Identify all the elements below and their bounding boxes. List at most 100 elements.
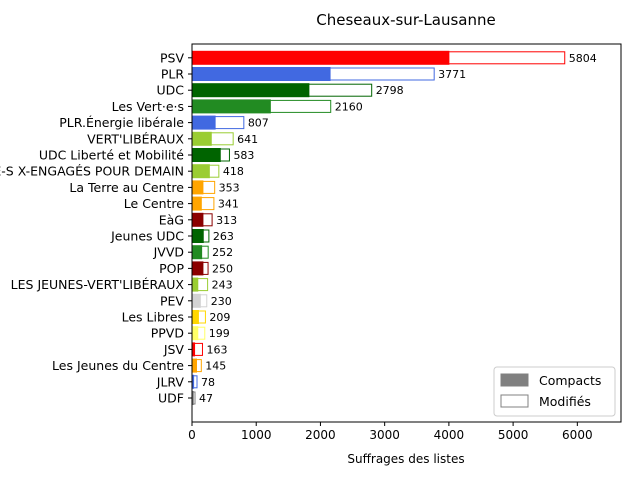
legend-swatch [500, 373, 529, 387]
bar-compacts [191, 67, 331, 81]
bar-value-label: 230 [211, 295, 232, 308]
x-axis: 0 1000 2000 3000 4000 5000 6000 [188, 422, 593, 442]
legend-label: Compacts [539, 373, 601, 388]
bar-value-label: 3771 [438, 68, 466, 81]
bar-compacts [191, 115, 216, 130]
y-tick-label: JVVD [153, 245, 184, 260]
legend-label: Modifiés [539, 394, 591, 409]
x-tick-label: 4000 [434, 428, 465, 442]
y-tick-label: UDC [156, 83, 184, 98]
bar-compacts [191, 180, 204, 195]
bars-layer [191, 50, 566, 405]
bar-modifies [197, 310, 206, 324]
legend-swatch [500, 394, 529, 408]
x-tick-label: 5000 [498, 428, 529, 442]
bar-value-label: 807 [248, 117, 269, 130]
x-tick-label: 6000 [562, 428, 593, 442]
bar-modifies [308, 83, 373, 97]
bar-modifies [192, 391, 196, 405]
bar-modifies [199, 294, 208, 308]
bar-compacts [191, 229, 204, 243]
y-tick-label: PLR.Énergie libérale [59, 115, 184, 130]
y-tick-label: JLRV [156, 374, 185, 389]
plot-frame [191, 43, 622, 423]
bar-value-label: 641 [237, 133, 258, 146]
bar-modifies [193, 375, 198, 389]
bar-value-label: 252 [212, 246, 233, 259]
bar-modifies [195, 359, 202, 373]
bar-value-label: 243 [212, 279, 233, 292]
y-tick-label: POP [159, 261, 184, 276]
x-tick-label: 2000 [305, 428, 336, 442]
bar-value-label: 47 [199, 392, 213, 405]
bar-modifies [197, 278, 209, 292]
y-tick-label: VERT'LIBÉRAUX [87, 131, 184, 146]
y-tick-label: PSV [160, 50, 184, 65]
y-tick-label: Les Libres [122, 310, 184, 325]
y-tick-label: JSV [163, 342, 185, 357]
bar-modifies [269, 99, 332, 113]
y-tick-label: UDF [158, 391, 184, 406]
value-labels-layer: 5804 3771 2798 2160 807 641 583 418 353 341 313 263… [199, 52, 597, 405]
bar-compacts [191, 277, 199, 292]
y-tick-label: Jeunes UDC [110, 229, 184, 244]
bar-value-label: 163 [206, 343, 227, 356]
bar-value-label: 209 [209, 311, 230, 324]
bar-compacts [191, 164, 210, 179]
y-tick-label: EàG [159, 212, 184, 227]
bar-compacts [191, 245, 203, 260]
bar-compacts [191, 293, 201, 308]
bar-value-label: 2160 [335, 100, 363, 113]
bar-compacts [191, 326, 199, 341]
bar-value-label: 145 [205, 360, 226, 373]
bar-modifies [202, 261, 209, 275]
legend: Compacts Modifiés [493, 366, 616, 417]
bar-modifies [201, 245, 209, 259]
bar-modifies [197, 326, 206, 340]
bar-compacts [191, 358, 197, 373]
y-tick-label: Le Centre [124, 196, 185, 211]
bar-compacts [191, 196, 202, 211]
bar-modifies [202, 180, 216, 194]
y-tick-label: PEV [160, 293, 184, 308]
y-tick-label: Les Vert·e·s [112, 99, 184, 114]
bar-compacts [191, 310, 199, 324]
y-tick-label: LES VERT-E-S X-ENGAGÉS POUR DEMAIN [0, 164, 184, 179]
y-tick-label: UDC Liberté et Mobilité [39, 148, 184, 163]
x-tick-label: 1000 [241, 428, 272, 442]
bar-value-label: 313 [216, 214, 237, 227]
bar-value-label: 418 [223, 165, 244, 178]
bar-modifies [202, 213, 213, 227]
bar-compacts [191, 148, 221, 162]
bar-compacts [191, 261, 204, 276]
bar-value-label: 583 [233, 149, 254, 162]
bar-modifies [219, 148, 230, 162]
bar-value-label: 5804 [569, 52, 597, 65]
bar-value-label: 199 [209, 327, 230, 340]
bar-compacts [191, 131, 212, 146]
bar-modifies [208, 164, 220, 178]
bar-modifies [194, 342, 203, 356]
bar-value-label: 353 [219, 181, 240, 194]
bar-modifies [210, 132, 234, 146]
bar-modifies [200, 197, 215, 211]
bar-compacts [191, 212, 204, 227]
bar-modifies [448, 51, 566, 65]
bar-value-label: 250 [212, 262, 233, 275]
bar-compacts [191, 83, 310, 98]
bar-compacts [191, 50, 450, 65]
y-tick-label: PLR [161, 67, 185, 82]
bar-value-label: 2798 [376, 84, 404, 97]
x-tick-label: 0 [188, 428, 196, 442]
bar-value-label: 341 [218, 198, 239, 211]
bar-modifies [329, 67, 435, 81]
bar-compacts [191, 99, 271, 114]
bar-modifies [202, 229, 210, 243]
bar-value-label: 263 [213, 230, 234, 243]
bar-value-label: 78 [201, 376, 215, 389]
y-tick-label: La Terre au Centre [69, 180, 184, 195]
y-tick-label: PPVD [151, 326, 184, 341]
